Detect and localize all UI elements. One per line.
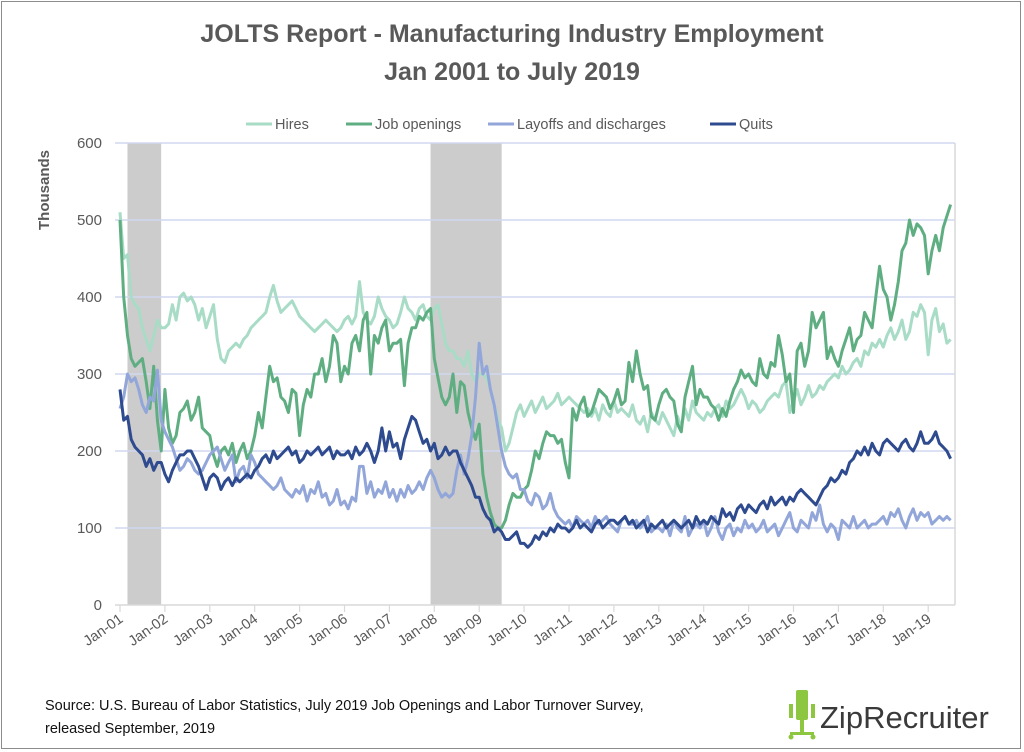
series-line-layoffs-and-discharges [118,341,952,541]
x-tick-label: Jan-14 [664,611,710,650]
source-note-line1: Source: U.S. Bureau of Labor Statistics,… [45,698,644,714]
y-tick-label: 600 [77,135,102,152]
x-tick-label: Jan-01 [81,611,127,650]
x-tick-label: Jan-12 [575,611,621,650]
x-tick-label: Jan-09 [440,611,486,650]
x-tick-label: Jan-18 [844,611,890,650]
chart-subtitle: Jan 2001 to July 2019 [384,58,640,86]
x-tick-label: Jan-07 [350,611,396,650]
x-tick-label: Jan-10 [485,611,531,650]
legend: Hires Job openings Layoffs and discharges Q… [246,117,773,133]
legend-label: Quits [739,117,773,133]
x-tick-label: Jan-04 [215,611,261,650]
x-tick-label: Jan-02 [126,611,172,650]
x-tick-label: Jan-13 [620,611,666,650]
legend-label: Hires [275,117,309,133]
y-axis-label: Thousands [36,150,53,230]
y-tick-label: 100 [77,520,102,537]
series-line-job-openings [118,204,953,530]
y-tick-label: 300 [77,366,102,383]
x-tick-label: Jan-03 [171,611,217,650]
chart-title: JOLTS Report - Manufacturing Industry Em… [200,20,824,48]
source-note-line2: released September, 2019 [45,721,215,737]
series-line-hires [118,212,952,453]
x-tick-label: Jan-16 [754,611,800,650]
x-tick-label: Jan-19 [889,611,935,650]
x-tick-label: Jan-17 [799,611,845,650]
logo-text: ZipRecruiter [820,700,989,735]
x-tick-label: Jan-06 [305,611,351,650]
x-tick-label: Jan-15 [709,611,755,650]
series-line-quits [118,389,952,549]
x-tick-label: Jan-11 [531,611,576,649]
legend-label: Job openings [375,117,461,133]
legend-label: Layoffs and discharges [517,117,666,133]
y-tick-label: 400 [77,289,102,306]
x-tick-label: Jan-08 [395,611,441,650]
y-tick-label: 500 [77,212,102,229]
y-tick-label: 0 [94,597,102,614]
ziprecruiter-logo: ZipRecruiter [788,690,989,740]
y-tick-label: 200 [77,443,102,460]
chair-icon [788,690,816,740]
x-tick-label: Jan-05 [260,611,306,650]
